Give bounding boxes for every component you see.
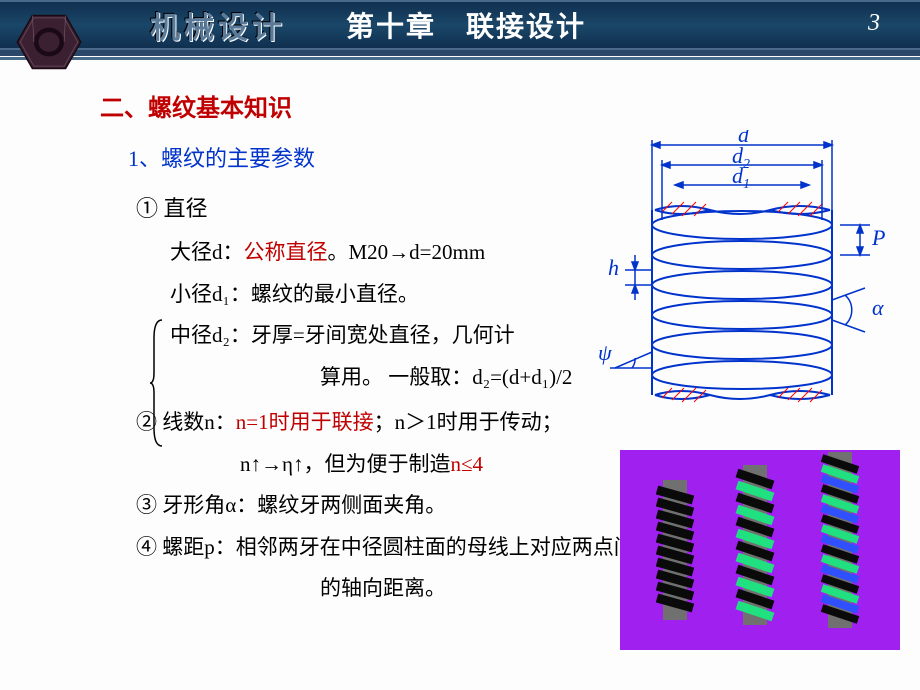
label-P: P xyxy=(871,225,885,250)
label-psi: ψ xyxy=(598,340,612,365)
label-alpha: α xyxy=(872,295,884,320)
page-number: 3 xyxy=(868,10,880,37)
label-h: h xyxy=(608,255,619,280)
thread-parameter-diagram: d d2 d1 P α h ψ xyxy=(580,130,900,430)
header-divider xyxy=(0,50,920,56)
chapter-title: 第十章 联接设计 xyxy=(346,5,586,45)
slide-header: 机械设计 第十章 联接设计 3 xyxy=(0,0,920,50)
section-title: 二、螺纹基本知识 xyxy=(100,88,880,123)
slide-content: 二、螺纹基本知识 1、螺纹的主要参数 ① 直径 大径d：公称直径。M20→d=2… xyxy=(0,60,920,625)
hex-nut-icon xyxy=(10,8,88,76)
multi-start-threads-figure xyxy=(620,450,900,650)
brace-icon xyxy=(148,318,164,448)
course-title: 机械设计 xyxy=(150,3,286,47)
